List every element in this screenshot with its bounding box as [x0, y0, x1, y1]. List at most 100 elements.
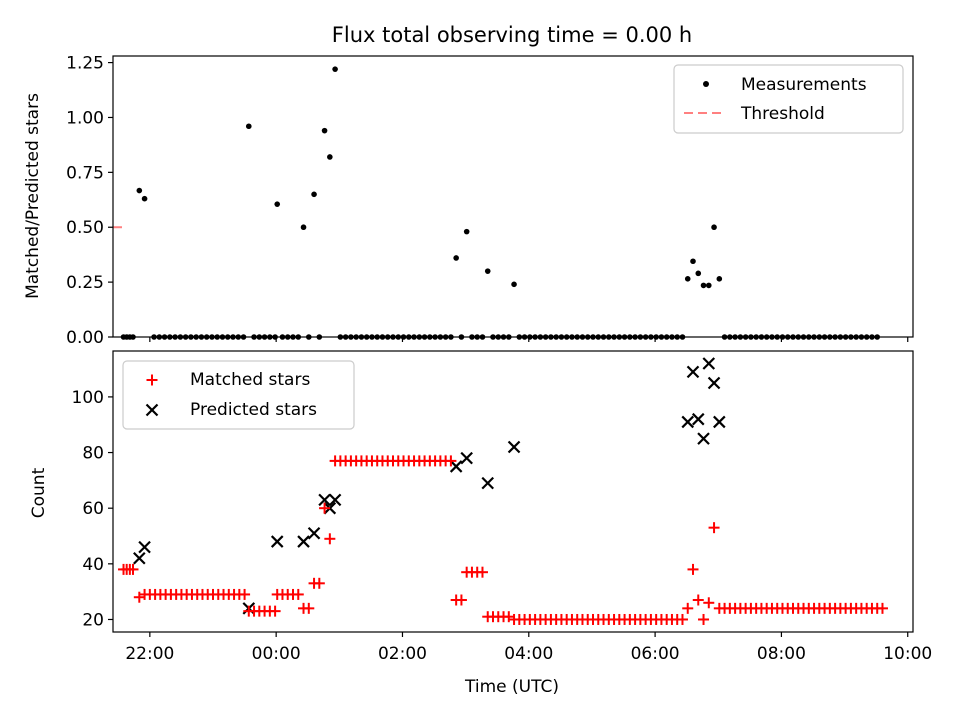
measurement-point	[245, 123, 252, 130]
legend-matched-marker	[146, 374, 158, 386]
bottom-y-ticks: 20 40 60 80 100	[72, 388, 113, 630]
top-legend-box	[673, 64, 904, 134]
predicted-star-point	[138, 540, 151, 554]
bottom-x-tick-label: 04:00	[504, 644, 553, 664]
predicted-star-point-b	[697, 432, 710, 445]
top-y-tick-label: 0.00	[66, 328, 104, 348]
top-y-tick-label: 0.75	[66, 163, 104, 183]
measurement-point	[716, 276, 723, 282]
bottom-x-tick-label: 10:00	[883, 644, 932, 664]
measurement-point	[274, 201, 281, 207]
predicted-star-points	[133, 357, 726, 615]
measurement-point	[700, 282, 707, 289]
top-y-tick-label: 1.00	[66, 108, 104, 128]
matched-star-point	[292, 588, 304, 600]
legend-measurements-label: Measurements	[741, 75, 867, 95]
matched-star-point	[682, 602, 694, 614]
bottom-panel: Count Time (UTC) 20 40 60 80 100 22:00 00:00 0…	[29, 350, 932, 697]
measurement-point	[136, 187, 143, 194]
predicted-star-point	[297, 535, 310, 548]
matched-star-point	[698, 613, 710, 625]
predicted-star-point-b	[460, 451, 473, 465]
matched-star-point	[708, 522, 720, 534]
predicted-star-point	[691, 412, 705, 426]
predicted-star-point-b	[707, 376, 721, 390]
predicted-star-point	[681, 415, 695, 429]
matched-star-point	[324, 533, 336, 545]
predicted-star-point	[270, 535, 284, 548]
x-axis-label: Time (UTC)	[464, 677, 559, 697]
bottom-x-tick-label: 08:00	[757, 644, 806, 664]
matched-star-point	[239, 588, 251, 600]
predicted-star-point-b	[481, 476, 495, 490]
predicted-star-point-b	[133, 551, 146, 565]
measurement-point	[321, 127, 328, 134]
bottom-x-tick-label: 06:00	[631, 644, 680, 664]
matched-star-point	[455, 594, 467, 606]
predicted-star-point	[702, 357, 716, 370]
legend-threshold-label: Threshold	[740, 104, 825, 124]
predicted-star-point	[713, 415, 726, 429]
predicted-star-point-b	[328, 493, 342, 507]
matched-star-point	[303, 602, 315, 614]
predicted-star-point-b	[507, 440, 521, 454]
predicted-star-point-b	[138, 540, 151, 554]
bottom-legend-box	[122, 360, 355, 430]
legend-predicted-cross	[145, 403, 159, 417]
measurement-point	[300, 224, 307, 231]
top-chart-title: Flux total observing time = 0.00 h	[332, 23, 692, 47]
bottom-y-tick-label: 40	[82, 555, 104, 575]
matched-star-point	[703, 597, 715, 609]
top-axes-frame	[112, 55, 914, 338]
predicted-star-point-b	[713, 415, 726, 429]
bottom-axes-frame	[112, 350, 914, 633]
predicted-star-point	[507, 440, 521, 454]
predicted-star-point	[133, 551, 146, 565]
bottom-y-axis-label: Count	[29, 467, 49, 518]
top-y-tick-label: 0.50	[66, 218, 104, 238]
matched-star-point	[445, 455, 457, 467]
predicted-star-point-b	[691, 412, 705, 426]
predicted-star-point	[481, 476, 495, 490]
measurement-point	[711, 224, 717, 231]
bottom-x-tick-label: 02:00	[378, 644, 427, 664]
predicted-star-point	[686, 365, 700, 379]
predicted-star-point	[707, 376, 721, 390]
predicted-star-point	[307, 526, 321, 540]
legend-measurements-marker	[703, 81, 709, 87]
matched-star-points	[118, 455, 888, 625]
measurement-point	[484, 268, 491, 274]
legend-predicted-cross-b	[145, 403, 159, 417]
matched-star-point	[127, 563, 139, 575]
predicted-star-point-b	[449, 460, 463, 473]
matched-star-point	[676, 613, 688, 625]
bottom-x-tick-label: 22:00	[125, 644, 174, 664]
matched-star-point	[692, 594, 704, 606]
predicted-star-point-b	[270, 535, 284, 548]
top-legend: Measurements Threshold	[673, 64, 904, 134]
measurement-point	[463, 228, 470, 235]
bottom-y-tick-label: 80	[82, 444, 104, 464]
measurement-point	[327, 154, 333, 160]
measurement-point	[684, 276, 691, 282]
bottom-x-ticks: 22:00 00:00 02:00 04:00 06:00 08:00 10:00	[125, 632, 932, 664]
bottom-legend: Matched stars Predicted stars	[122, 360, 355, 430]
matched-star-point	[687, 563, 699, 575]
predicted-star-point-b	[307, 526, 321, 540]
top-y-tick-label: 1.25	[66, 54, 104, 74]
legend-matched-label: Matched stars	[190, 370, 310, 390]
legend-matched-plus	[146, 374, 158, 386]
bottom-x-tick-label: 00:00	[252, 644, 301, 664]
predicted-star-point	[460, 451, 473, 465]
top-y-tick-label: 0.25	[66, 273, 104, 293]
matched-star-point	[476, 566, 488, 578]
top-y-axis-label: Matched/Predicted stars	[23, 93, 43, 299]
measurement-point	[690, 258, 696, 265]
legend-predicted-marker	[145, 403, 159, 417]
predicted-star-point-b	[702, 357, 716, 370]
measurement-point	[705, 282, 712, 289]
measurement-point	[141, 195, 148, 202]
legend-predicted-label: Predicted stars	[190, 400, 317, 420]
predicted-star-point-b	[297, 535, 310, 548]
